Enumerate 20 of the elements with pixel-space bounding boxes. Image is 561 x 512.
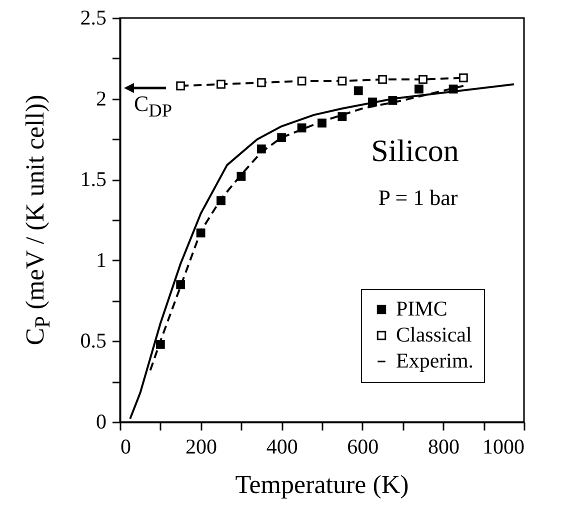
legend-label: PIMC	[396, 296, 448, 320]
legend-label: Experim.	[396, 348, 474, 372]
line-series	[129, 83, 515, 420]
x-tick-label: 800	[428, 434, 460, 458]
legend-label: Classical	[396, 322, 472, 346]
y-tick-label: 0	[96, 410, 106, 434]
y-tick-label: 2.5	[80, 6, 106, 30]
x-axis-title: Temperature (K)	[235, 470, 409, 500]
x-tick-label: 1000	[482, 434, 524, 458]
annotation: Silicon	[371, 133, 459, 169]
x-tick-label: 0	[120, 434, 131, 458]
x-tick-label: 200	[186, 434, 218, 458]
annotation: P = 1 bar	[378, 185, 458, 211]
y-tick-label: 1.5	[80, 167, 106, 192]
y-tick-label: 2	[96, 86, 106, 110]
annotation: C$_{DP}$	[134, 91, 172, 122]
y-tick-label: 0.5	[80, 328, 106, 353]
x-tick-label: 400	[266, 434, 298, 458]
x-tick-label: 600	[347, 434, 379, 458]
y-tick-label: 1	[96, 248, 106, 272]
